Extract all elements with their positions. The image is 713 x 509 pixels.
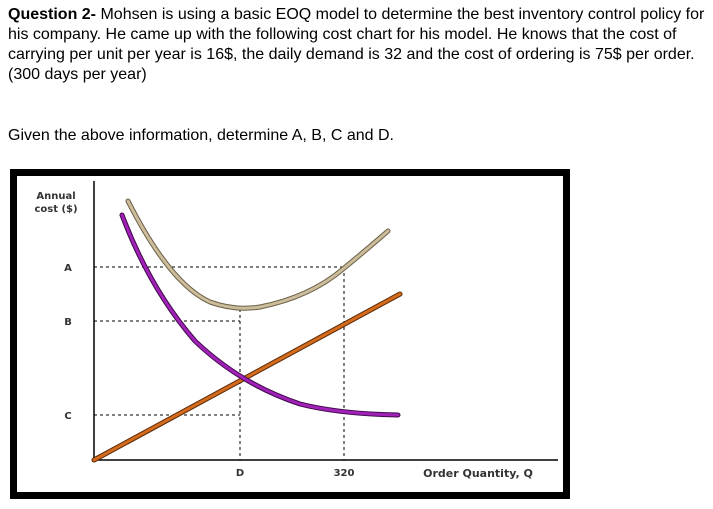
x-tick-d: D bbox=[236, 468, 244, 479]
question-text: Question 2- Mohsen is using a basic EOQ … bbox=[8, 5, 708, 85]
x-tick-320: 320 bbox=[334, 468, 355, 479]
question-body: Mohsen is using a basic EOQ model to det… bbox=[8, 6, 705, 83]
y-axis-title-line1: Annual bbox=[36, 191, 75, 202]
y-tick-c: C bbox=[64, 411, 71, 422]
chart-background bbox=[17, 176, 563, 492]
ordering-cost-curve bbox=[120, 213, 400, 417]
chart-svg: Annual cost ($) A B C D 320 Order Quanti… bbox=[17, 176, 563, 492]
x-axis-title: Order Quantity, Q bbox=[423, 467, 533, 480]
y-tick-a: A bbox=[64, 263, 72, 274]
y-tick-b: B bbox=[64, 317, 72, 328]
eoq-cost-chart: Annual cost ($) A B C D 320 Order Quanti… bbox=[10, 169, 570, 499]
y-axis-title-line2: cost ($) bbox=[34, 204, 77, 215]
question-prompt: Given the above information, determine A… bbox=[8, 127, 394, 144]
holding-cost-line bbox=[92, 292, 402, 462]
total-cost-curve bbox=[126, 199, 390, 310]
question-label: Question 2- bbox=[8, 6, 97, 23]
